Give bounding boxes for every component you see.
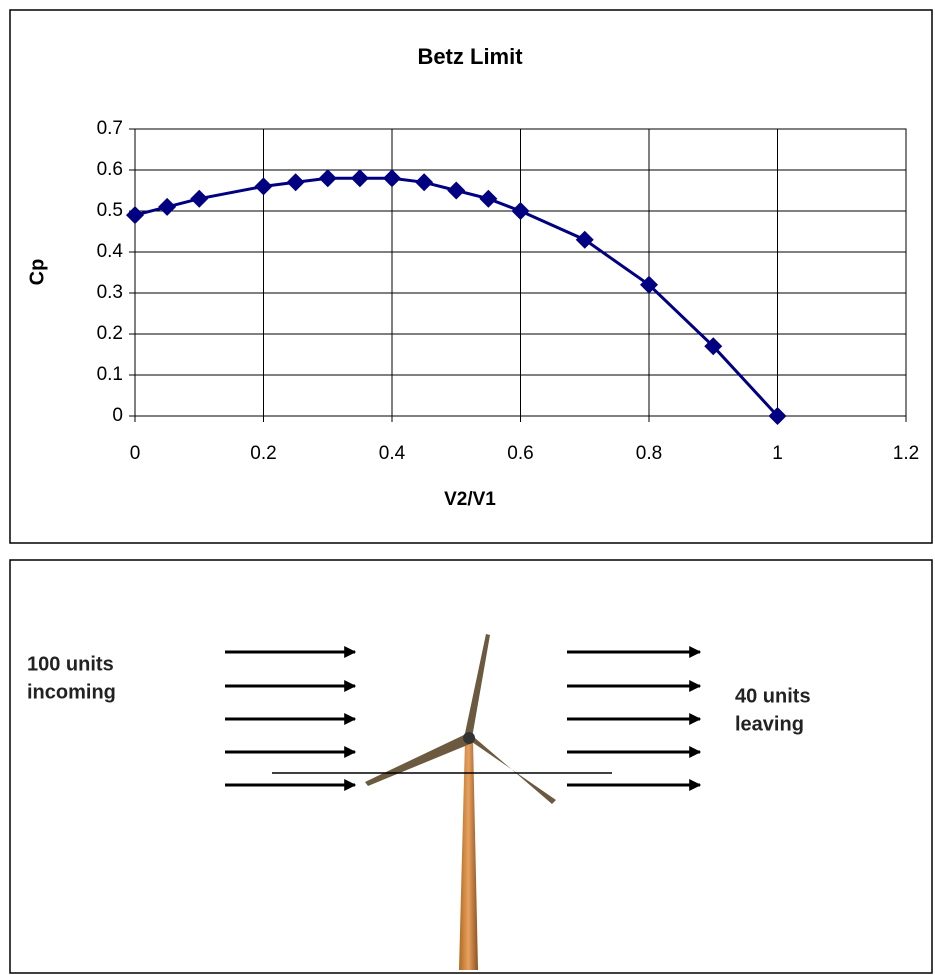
x-axis-label: V2/V1: [444, 489, 496, 510]
incoming-label: 100 units: [27, 653, 114, 675]
x-tick-label: 0.8: [636, 443, 662, 464]
x-tick-label: 1: [772, 443, 783, 464]
data-marker: [640, 275, 658, 294]
data-line: [134, 176, 779, 418]
leaving-arrows: [567, 646, 702, 791]
incoming-label: incoming: [27, 681, 116, 703]
y-tick-label: 0: [112, 405, 123, 426]
chart-title: Betz Limit: [417, 44, 523, 69]
x-tick-label: 0.6: [507, 443, 533, 464]
data-marker: [415, 173, 434, 192]
leaving-label: 40 units: [735, 685, 811, 707]
y-tick-label: 0.2: [97, 323, 123, 344]
leaving-label: leaving: [735, 713, 804, 735]
y-tick-label: 0.5: [97, 200, 123, 221]
y-tick-label: 0.7: [97, 118, 123, 139]
data-marker: [158, 197, 177, 216]
x-tick-label: 0.4: [379, 443, 406, 464]
data-marker: [447, 181, 466, 200]
y-tick-label: 0.6: [97, 159, 123, 180]
x-tick-label: 0.2: [250, 443, 276, 464]
data-marker: [575, 230, 594, 249]
y-axis-label: Cp: [26, 259, 48, 286]
data-marker: [511, 202, 530, 220]
x-tick-label: 1.2: [893, 443, 919, 464]
y-tick-label: 0.1: [97, 364, 123, 385]
incoming-arrows: [225, 646, 357, 791]
plot-area: 0 0.1 0.2 0.3 0.4 0.5 0.6 0.7 0 0.2 0.4 0.6 0.8 1 1.2: [97, 118, 920, 464]
data-marker: [254, 177, 273, 196]
x-tick-label: 0: [130, 443, 141, 464]
data-marker: [479, 189, 498, 208]
data-marker: [190, 189, 209, 208]
y-tick-label: 0.3: [97, 282, 123, 303]
data-marker: [383, 169, 401, 188]
data-marker: [768, 407, 787, 425]
data-marker: [286, 173, 305, 192]
y-tick-label: 0.4: [97, 241, 124, 262]
data-marker: [318, 169, 337, 188]
data-marker: [126, 206, 144, 225]
data-marker: [704, 337, 723, 356]
data-marker: [350, 169, 369, 188]
